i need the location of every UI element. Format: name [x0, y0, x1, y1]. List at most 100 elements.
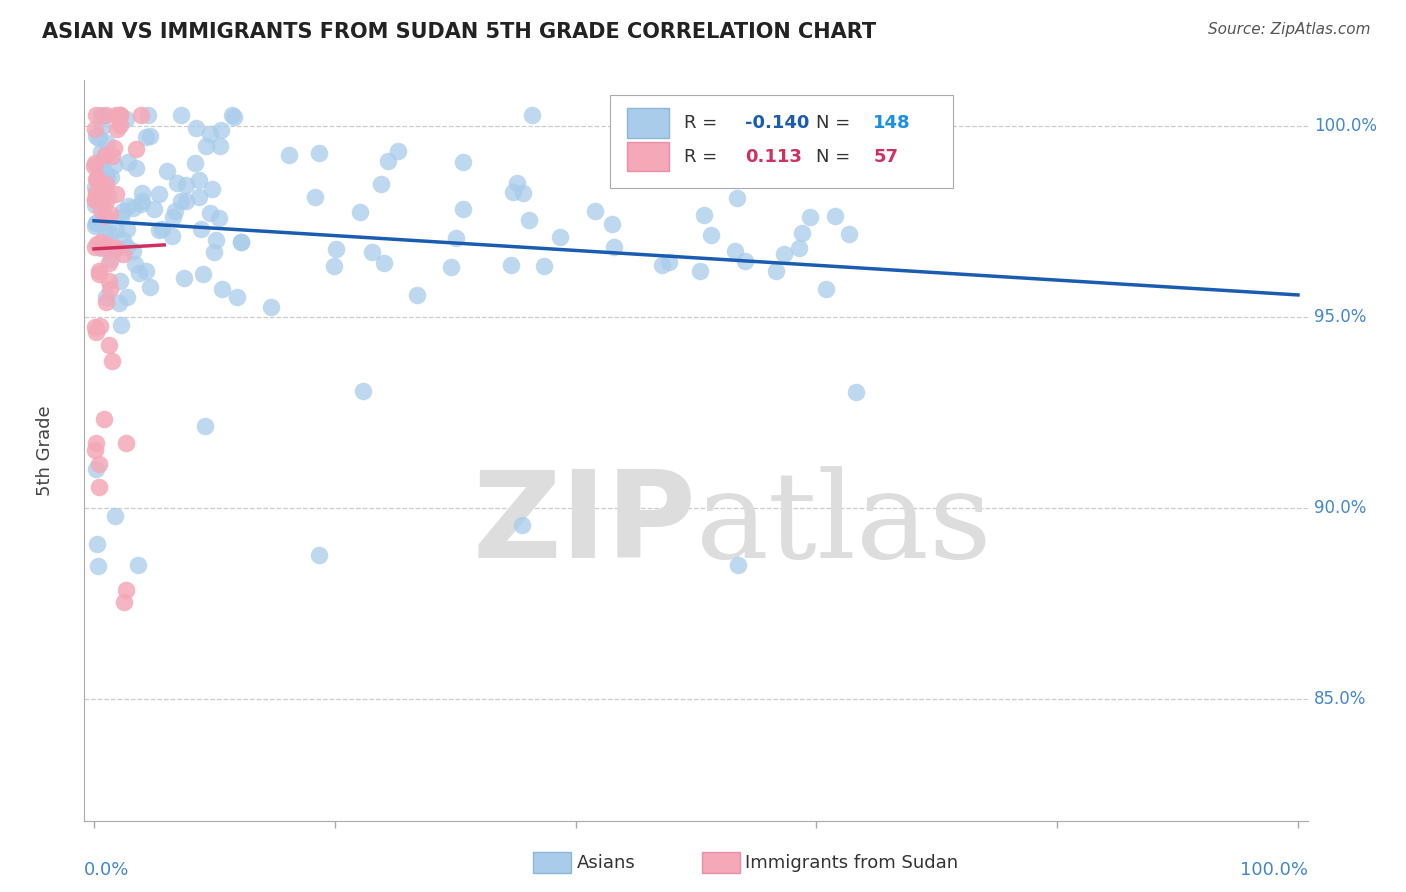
Point [94, 295, 117, 310]
Point [173, 271, 195, 285]
Point [83, 219, 105, 233]
Point [166, 176, 188, 190]
Text: -0.140: -0.140 [745, 114, 810, 132]
Point [94, 177, 117, 191]
Point [225, 290, 247, 304]
Point [765, 263, 787, 277]
Point [600, 217, 623, 231]
Text: 57: 57 [873, 147, 898, 166]
Point [170, 108, 193, 122]
Point [693, 207, 716, 221]
Point [100, 252, 122, 267]
Point [83, 197, 105, 211]
Point [104, 108, 127, 122]
Text: R =: R = [683, 147, 717, 166]
Point [84, 216, 107, 230]
Point [603, 240, 626, 254]
Point [135, 129, 157, 144]
Point [91, 109, 114, 123]
Point [87, 457, 110, 471]
Point [451, 154, 474, 169]
Point [128, 266, 150, 280]
Point [135, 264, 157, 278]
Point [93, 185, 115, 199]
Point [105, 241, 128, 255]
Point [308, 145, 330, 160]
Point [148, 187, 170, 202]
Point [115, 290, 138, 304]
Point [98, 274, 121, 288]
Point [117, 199, 139, 213]
Point [838, 227, 860, 241]
Point [170, 194, 193, 208]
Point [198, 206, 221, 220]
Point [87, 163, 110, 178]
Point [360, 245, 382, 260]
Point [772, 247, 794, 261]
Point [96, 168, 118, 182]
Point [91, 181, 114, 195]
Point [387, 144, 409, 158]
Point [94, 226, 117, 240]
Point [444, 231, 467, 245]
Point [131, 194, 153, 208]
Point [658, 254, 681, 268]
Point [440, 260, 463, 275]
Point [96, 290, 118, 304]
Point [190, 221, 212, 235]
Point [506, 177, 529, 191]
Point [727, 192, 749, 206]
Point [111, 203, 134, 218]
Text: R =: R = [683, 114, 717, 132]
Point [107, 296, 129, 310]
Point [278, 148, 301, 162]
Point [787, 241, 810, 255]
Point [104, 508, 127, 523]
Point [353, 384, 375, 398]
Point [162, 228, 184, 243]
Point [734, 254, 756, 268]
Point [100, 169, 122, 184]
Point [98, 207, 121, 221]
Point [349, 205, 371, 219]
Point [103, 158, 125, 172]
Point [174, 194, 197, 208]
Point [86, 461, 108, 475]
Point [86, 185, 108, 199]
Text: ZIP: ZIP [472, 466, 696, 583]
Point [142, 202, 165, 217]
Point [129, 108, 152, 122]
Point [84, 129, 107, 144]
Point [112, 595, 135, 609]
Point [377, 153, 399, 168]
Text: N =: N = [815, 114, 851, 132]
Point [139, 280, 162, 294]
Point [93, 412, 115, 426]
Point [191, 268, 214, 282]
Point [229, 235, 252, 249]
Point [90, 145, 112, 160]
Point [148, 223, 170, 237]
Point [259, 300, 281, 314]
Point [108, 108, 131, 122]
Text: 100.0%: 100.0% [1240, 862, 1308, 880]
Point [156, 164, 179, 178]
Point [84, 180, 107, 194]
Point [98, 256, 121, 270]
Point [533, 260, 555, 274]
Point [727, 558, 749, 572]
Point [211, 282, 233, 296]
Point [89, 196, 111, 211]
Point [84, 320, 107, 334]
Point [86, 171, 108, 186]
Point [87, 264, 110, 278]
Point [115, 240, 138, 254]
Point [198, 127, 221, 141]
Point [91, 194, 114, 208]
Point [111, 233, 134, 247]
Point [86, 236, 108, 251]
Point [83, 156, 105, 170]
Point [304, 190, 326, 204]
Point [162, 210, 184, 224]
Point [117, 155, 139, 169]
